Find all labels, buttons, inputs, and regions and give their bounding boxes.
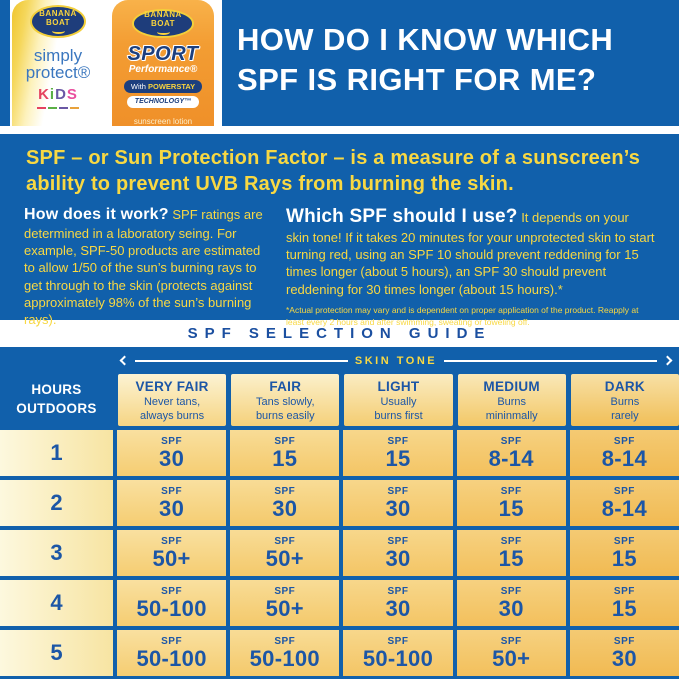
logo-text: BANANA (39, 8, 77, 18)
column-header-dark: DARK Burns rarely (570, 374, 679, 426)
which-heading: Which SPF should I use? (286, 206, 518, 227)
intro-text: SPF – or Sun Protection Factor – is a me… (26, 147, 641, 195)
footnote: *Actual protection may vary and is depen… (286, 304, 639, 327)
kids-label: KiDS (38, 85, 78, 103)
hours-cell: 2 (0, 480, 113, 526)
table-header-row: HOURS OUTDOORS VERY FAIR Never tans, alwa… (0, 374, 679, 426)
hours-outdoors-header: HOURS OUTDOORS (16, 382, 97, 416)
arrow-line (135, 359, 348, 362)
spf-cell: SPF 15 (230, 430, 340, 476)
spf-cell: SPF 15 (456, 480, 566, 526)
spf-cell: SPF 50+ (456, 630, 566, 676)
spf-cell: SPF 15 (456, 530, 566, 576)
powerstay-badge: With POWERSTAY (123, 79, 203, 93)
spf-cell: SPF 8-14 (456, 430, 566, 476)
sport-label: SPORT (127, 42, 199, 65)
product-bottle-simply-protect-kids: BANANA BOAT simply protect® KiDS (12, 0, 104, 126)
logo-text: BOAT (150, 19, 176, 29)
hours-cell: 1 (0, 430, 113, 476)
how-it-works-column: How does it work? SPF ratings are determ… (24, 204, 266, 327)
arrow-line (444, 359, 658, 362)
spf-cell: SPF 15 (569, 530, 679, 576)
how-heading: How does it work? (24, 206, 169, 223)
spf-cell: SPF 50+ (117, 530, 227, 576)
guide-title-band: SPF SELECTION GUIDE (0, 320, 679, 347)
performance-label: Performance® (128, 63, 198, 75)
banana-boat-logo: BANANA BOAT (30, 5, 86, 38)
bottom-border (0, 676, 679, 679)
spf-cell: SPF 50+ (230, 580, 340, 626)
column-header-light: LIGHT Usually burns first (344, 374, 453, 426)
banana-boat-logo: BANANA BOAT (132, 9, 194, 38)
product-name: simply (33, 46, 83, 65)
spf-cell: SPF 8-14 (569, 430, 679, 476)
spf-cell: SPF 8-14 (569, 480, 679, 526)
skin-tone-label: SKIN TONE (354, 354, 438, 367)
spf-cell: SPF 30 (456, 580, 566, 626)
spf-cell: SPF 30 (230, 480, 340, 526)
spf-cell: SPF 50+ (230, 530, 340, 576)
product-bottle-sport: BANANA BOAT SPORT Performance® With POWE… (112, 0, 214, 126)
how-body: SPF ratings are determined in a laborato… (24, 207, 263, 327)
skin-tone-arrow: SKIN TONE (113, 347, 679, 374)
table-body: 1 SPF 30 SPF 15 SPF 15 SPF 8-14 SPF 8-14 2 SP… (0, 430, 679, 676)
fine-print-decoration (37, 106, 79, 109)
which-body: It depends on your skin tone! If it take… (286, 210, 655, 297)
column-header-medium: MEDIUM Burns mininmally (457, 374, 566, 426)
spf-cell: SPF 50-100 (117, 630, 227, 676)
spf-cell: SPF 30 (117, 480, 227, 526)
spf-cell: SPF 50-100 (343, 630, 453, 676)
spf-cell: SPF 15 (343, 430, 453, 476)
banana-icon (156, 29, 170, 36)
spf-cell: SPF 30 (569, 630, 679, 676)
header-section: BANANA BOAT simply protect® KiDS BANANA … (0, 0, 679, 126)
hours-cell: 5 (0, 630, 113, 676)
skin-tone-band: SKIN TONE (0, 347, 679, 374)
hours-cell: 4 (0, 580, 113, 626)
page-title-line2: SPF IS RIGHT FOR ME? (237, 62, 597, 97)
explanation-columns: How does it work? SPF ratings are determ… (0, 198, 679, 327)
arrow-left-icon (119, 355, 130, 366)
spf-cell: SPF 30 (343, 480, 453, 526)
sunscreen-lotion-label: sunscreen lotion (133, 117, 193, 126)
product-image-panel: BANANA BOAT simply protect® KiDS BANANA … (10, 0, 222, 126)
column-header-fair: FAIR Tans slowly, burns easily (231, 374, 340, 426)
column-header-very-fair: VERY FAIR Never tans, always burns (118, 374, 227, 426)
spf-cell: SPF 30 (343, 530, 453, 576)
spf-cell: SPF 50-100 (230, 630, 340, 676)
divider (0, 126, 679, 134)
which-spf-column: Which SPF should I use? It depends on yo… (286, 204, 655, 327)
page-title: HOW DO I KNOW WHICH SPF IS RIGHT FOR ME? (237, 20, 613, 100)
spf-cell: SPF 30 (117, 430, 227, 476)
guide-title: SPF SELECTION GUIDE (187, 325, 492, 342)
page-title-line1: HOW DO I KNOW WHICH (237, 22, 614, 57)
arrow-right-icon (662, 355, 673, 366)
hours-cell: 3 (0, 530, 113, 576)
banana-icon (51, 28, 65, 34)
logo-text: BANANA (144, 10, 182, 20)
spf-cell: SPF 30 (343, 580, 453, 626)
product-name: protect® (25, 63, 91, 82)
logo-text: BOAT (45, 17, 71, 27)
technology-badge: TECHNOLOGY™ (126, 95, 200, 108)
spf-cell: SPF 50-100 (117, 580, 227, 626)
spf-cell: SPF 15 (569, 580, 679, 626)
intro-section: SPF – or Sun Protection Factor – is a me… (0, 134, 679, 198)
